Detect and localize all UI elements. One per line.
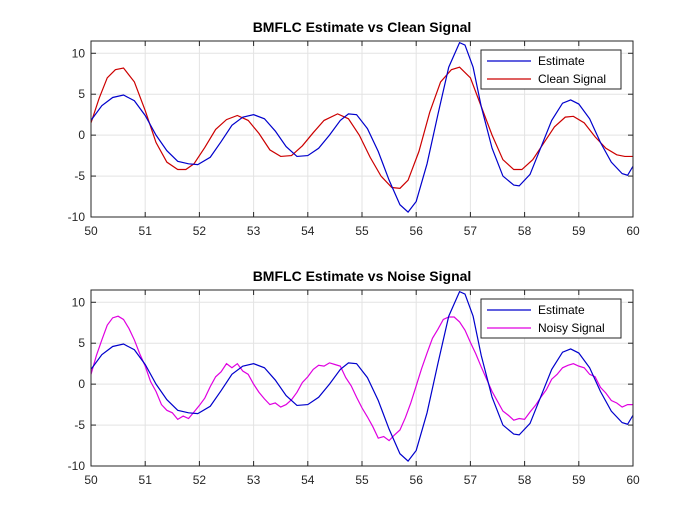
x-tick-label: 51 (139, 473, 153, 487)
series-line-estimate (91, 290, 633, 462)
x-tick-label: 58 (518, 473, 532, 487)
x-tick-label: 60 (626, 473, 640, 487)
x-tick-label: 59 (572, 473, 586, 487)
y-tick-label: 5 (78, 336, 85, 350)
x-tick-label: 56 (410, 224, 424, 238)
x-tick-label: 50 (84, 224, 98, 238)
x-tick-label: 53 (247, 224, 261, 238)
x-tick-label: 52 (193, 224, 207, 238)
x-tick-label: 50 (84, 473, 98, 487)
x-tick-label: 54 (301, 473, 315, 487)
y-tick-label: -10 (68, 210, 86, 224)
y-tick-label: 10 (72, 46, 86, 60)
legend-label-noisy-signal: Noisy Signal (538, 321, 605, 335)
chart-title: BMFLC Estimate vs Clean Signal (253, 19, 472, 35)
y-tick-label: 5 (78, 87, 85, 101)
legend-label-clean-signal: Clean Signal (538, 72, 606, 86)
legend-box (480, 49, 622, 90)
y-tick-label: -5 (74, 418, 85, 432)
y-tick-label: 10 (72, 295, 86, 309)
legend-item-estimate: Estimate (487, 54, 585, 68)
y-tick-label: 0 (78, 377, 85, 391)
chart-title: BMFLC Estimate vs Noise Signal (253, 268, 472, 284)
series-line-clean-signal (91, 66, 633, 189)
x-tick-label: 54 (301, 224, 315, 238)
legend-box (480, 298, 622, 339)
plot-area (91, 41, 633, 213)
legend: Estimate Clean Signal (480, 49, 622, 90)
x-tick-label: 55 (355, 473, 369, 487)
x-tick-label: 52 (193, 473, 207, 487)
series-line-noisy-signal (91, 315, 633, 442)
legend-label-estimate: Estimate (538, 54, 585, 68)
x-tick-label: 53 (247, 473, 261, 487)
legend-label-estimate: Estimate (538, 303, 585, 317)
x-tick-label: 51 (139, 224, 153, 238)
legend-item-clean-signal: Clean Signal (487, 72, 606, 86)
plot-area (91, 290, 633, 462)
x-tick-label: 58 (518, 224, 532, 238)
series-line-estimate (91, 41, 633, 213)
x-tick-label: 57 (464, 224, 478, 238)
x-tick-label: 57 (464, 473, 478, 487)
ticks: 50 51 52 53 54 55 56 57 58 59 60 -10 -5 0 5 10 (68, 290, 640, 487)
x-tick-label: 56 (410, 473, 424, 487)
ticks: 50 51 52 53 54 55 56 57 58 59 60 -10 -5 0 5 10 (68, 41, 640, 238)
x-tick-label: 60 (626, 224, 640, 238)
x-tick-label: 55 (355, 224, 369, 238)
legend: Estimate Noisy Signal (480, 298, 622, 339)
chart-clean-signal: BMFLC Estimate vs Clean Signal 50 51 52 53 5… (68, 19, 640, 238)
y-tick-label: 0 (78, 128, 85, 142)
x-tick-label: 59 (572, 224, 586, 238)
legend-item-estimate: Estimate (487, 303, 585, 317)
y-tick-label: -10 (68, 459, 86, 473)
chart-noise-signal: BMFLC Estimate vs Noise Signal 50 51 52 53 5… (68, 268, 640, 487)
y-tick-label: -5 (74, 169, 85, 183)
legend-item-noisy-signal: Noisy Signal (487, 321, 605, 335)
